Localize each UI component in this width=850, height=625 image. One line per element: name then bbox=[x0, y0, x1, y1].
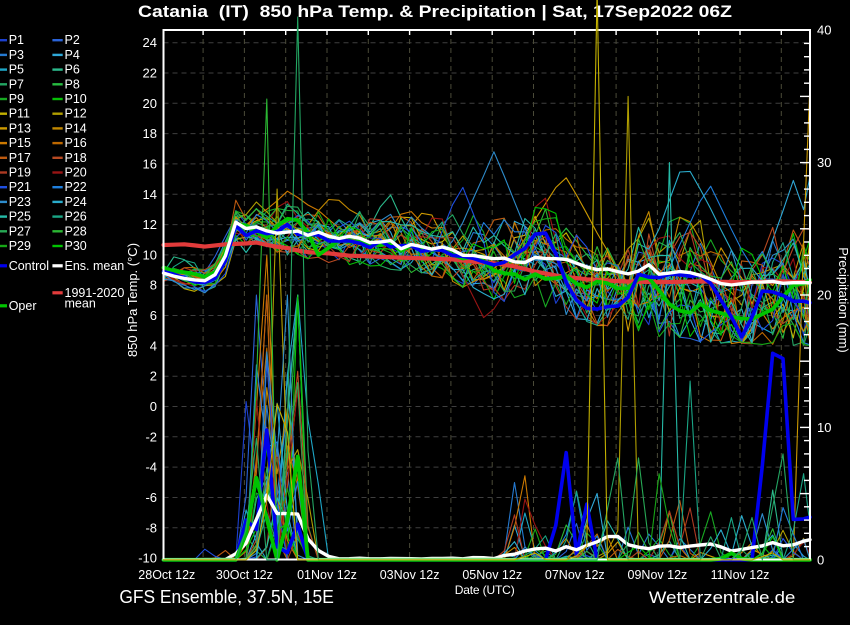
svg-text:P4: P4 bbox=[65, 48, 80, 62]
svg-text:-8: -8 bbox=[145, 520, 157, 535]
svg-text:18: 18 bbox=[143, 126, 157, 141]
svg-text:14: 14 bbox=[143, 187, 157, 202]
svg-text:P20: P20 bbox=[65, 166, 87, 180]
svg-text:05Nov 12z: 05Nov 12z bbox=[462, 568, 522, 582]
svg-text:P11: P11 bbox=[9, 107, 30, 121]
svg-text:P13: P13 bbox=[9, 121, 31, 135]
svg-text:01Nov 12z: 01Nov 12z bbox=[297, 568, 357, 582]
svg-text:P25: P25 bbox=[9, 210, 31, 224]
svg-text:850 hPa Temp. (°C): 850 hPa Temp. (°C) bbox=[125, 243, 140, 357]
svg-text:09Nov 12z: 09Nov 12z bbox=[628, 568, 688, 582]
svg-text:P30: P30 bbox=[65, 239, 87, 253]
svg-text:-2: -2 bbox=[145, 429, 157, 444]
svg-text:10: 10 bbox=[817, 420, 831, 435]
svg-text:Catania (IT) 850 hPa Temp. &: Catania (IT) 850 hPa Temp. & Precipitati… bbox=[138, 2, 732, 21]
svg-text:20: 20 bbox=[817, 288, 831, 303]
svg-text:0: 0 bbox=[150, 399, 157, 414]
svg-text:P10: P10 bbox=[65, 92, 87, 106]
svg-text:Date (UTC): Date (UTC) bbox=[455, 583, 515, 597]
svg-text:30Oct 12z: 30Oct 12z bbox=[216, 568, 273, 582]
svg-text:P21: P21 bbox=[9, 180, 31, 194]
svg-text:Oper: Oper bbox=[9, 299, 37, 313]
svg-text:Ens. mean: Ens. mean bbox=[65, 259, 125, 273]
svg-text:P3: P3 bbox=[9, 48, 24, 62]
svg-text:P26: P26 bbox=[65, 210, 87, 224]
svg-text:Precipitation (mm): Precipitation (mm) bbox=[836, 247, 850, 352]
svg-text:P9: P9 bbox=[9, 92, 24, 106]
svg-text:Wetterzentrale.de: Wetterzentrale.de bbox=[649, 588, 795, 607]
svg-text:P23: P23 bbox=[9, 195, 31, 209]
svg-text:P17: P17 bbox=[9, 151, 31, 165]
svg-text:-6: -6 bbox=[145, 490, 157, 505]
svg-text:P8: P8 bbox=[65, 77, 80, 91]
svg-text:P7: P7 bbox=[9, 77, 24, 91]
svg-text:-10: -10 bbox=[138, 551, 157, 566]
svg-text:16: 16 bbox=[143, 156, 157, 171]
svg-text:P18: P18 bbox=[65, 151, 87, 165]
svg-text:GFS Ensemble, 37.5N, 15E: GFS Ensemble, 37.5N, 15E bbox=[119, 587, 333, 607]
svg-text:P27: P27 bbox=[9, 224, 31, 238]
svg-text:-4: -4 bbox=[145, 460, 157, 475]
svg-text:03Nov 12z: 03Nov 12z bbox=[380, 568, 440, 582]
svg-text:30: 30 bbox=[817, 155, 831, 170]
svg-text:P15: P15 bbox=[9, 136, 31, 150]
svg-text:4: 4 bbox=[150, 338, 157, 353]
svg-text:P6: P6 bbox=[65, 63, 80, 77]
svg-text:P1: P1 bbox=[9, 33, 24, 47]
svg-text:22: 22 bbox=[143, 66, 157, 81]
svg-text:P28: P28 bbox=[65, 224, 87, 238]
svg-text:10: 10 bbox=[143, 247, 157, 262]
svg-text:40: 40 bbox=[817, 23, 831, 38]
svg-text:24: 24 bbox=[143, 35, 157, 50]
svg-text:Control: Control bbox=[9, 259, 49, 273]
svg-text:11Nov 12z: 11Nov 12z bbox=[711, 568, 770, 582]
svg-text:P2: P2 bbox=[65, 33, 80, 47]
svg-text:P5: P5 bbox=[9, 63, 24, 77]
svg-text:2: 2 bbox=[150, 369, 157, 384]
svg-text:mean: mean bbox=[65, 296, 96, 310]
svg-text:0: 0 bbox=[817, 552, 824, 567]
svg-text:6: 6 bbox=[150, 308, 157, 323]
svg-text:12: 12 bbox=[143, 217, 157, 232]
svg-text:P14: P14 bbox=[65, 121, 87, 135]
svg-text:28Oct 12z: 28Oct 12z bbox=[138, 568, 195, 582]
svg-text:P19: P19 bbox=[9, 166, 31, 180]
svg-text:07Nov 12z: 07Nov 12z bbox=[545, 568, 605, 582]
svg-text:1991-2020: 1991-2020 bbox=[65, 286, 125, 300]
svg-text:P24: P24 bbox=[65, 195, 87, 209]
svg-text:P12: P12 bbox=[65, 107, 87, 121]
svg-text:8: 8 bbox=[150, 278, 157, 293]
svg-text:20: 20 bbox=[143, 96, 157, 111]
svg-text:P22: P22 bbox=[65, 180, 87, 194]
svg-text:P16: P16 bbox=[65, 136, 87, 150]
svg-text:P29: P29 bbox=[9, 239, 31, 253]
